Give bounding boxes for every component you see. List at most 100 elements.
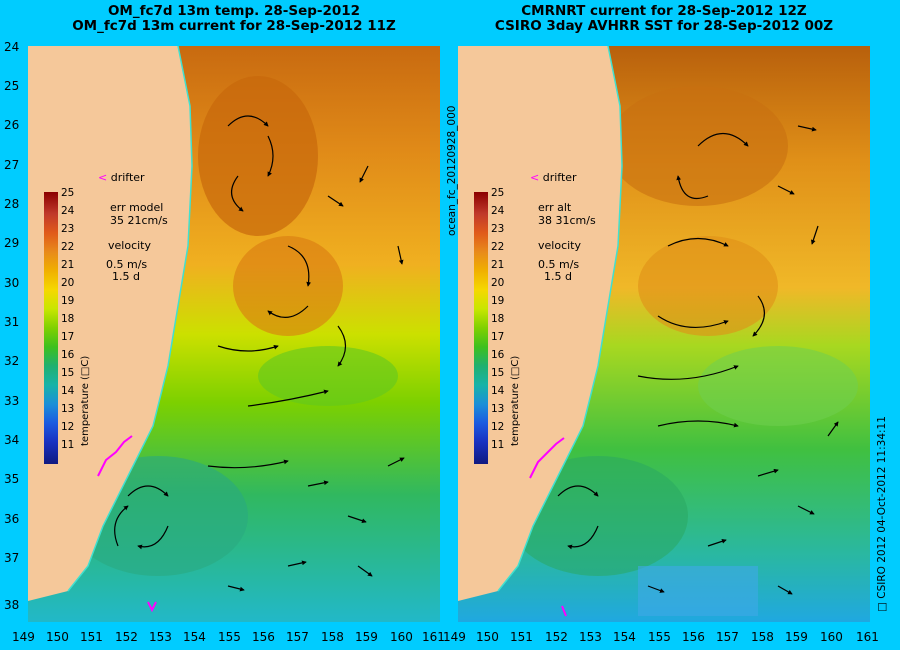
y-tick-label: 35 [4, 472, 20, 486]
right-title-line1: CMRNRT current for 28-Sep-2012 12Z [521, 3, 807, 19]
y-tick-label: 38 [4, 598, 20, 612]
right-drifter-label: drifter [542, 171, 577, 184]
cbar-tick: 21 [61, 259, 75, 271]
cbar-tick: 22 [491, 241, 505, 253]
cbar-tick: 20 [491, 277, 505, 289]
y-tick-label: 26 [4, 118, 20, 132]
right-map-svg [458, 46, 870, 622]
cbar-tick: 13 [61, 403, 75, 415]
left-err-line1: err model [110, 201, 164, 214]
x-tick-label: 150 [46, 630, 69, 644]
left-drifter-label: drifter [110, 171, 145, 184]
x-tick-label: 149 [12, 630, 35, 644]
y-tick-label: 30 [4, 276, 20, 290]
right-warm-eddy-2 [638, 236, 778, 336]
cbar-tick: 17 [61, 331, 75, 343]
cbar-tick: 19 [491, 295, 505, 307]
x-tick-label: 153 [149, 630, 172, 644]
x-tick-label: 152 [115, 630, 138, 644]
cbar-tick: 11 [491, 439, 505, 451]
x-tick-label: 160 [820, 630, 843, 644]
cbar-tick: 17 [491, 331, 505, 343]
left-map-svg [28, 46, 440, 622]
left-cool-band [258, 346, 398, 406]
right-drifter-marker [561, 605, 567, 617]
drifter-arrow-icon: < [98, 171, 108, 184]
cbar-tick: 19 [61, 295, 75, 307]
right-drifter-legend: < drifter [530, 171, 577, 184]
x-tick-label: 154 [183, 630, 206, 644]
x-tick-label: 152 [545, 630, 568, 644]
right-velocity-scale1: 0.5 m/s [538, 258, 580, 271]
right-title: CMRNRT current for 28-Sep-2012 12Z CSIRO… [458, 4, 870, 34]
x-tick-label: 151 [510, 630, 533, 644]
cbar-tick: 18 [61, 313, 75, 325]
right-err-line2: 38 31cm/s [538, 214, 596, 227]
x-tick-label: 151 [80, 630, 103, 644]
y-tick-label: 25 [4, 79, 20, 93]
right-cloud-patch [638, 566, 758, 616]
right-velocity-label: velocity [538, 239, 581, 252]
left-map-panel[interactable]: < drifter err model 35 21cm/s velocity 0… [28, 46, 440, 622]
x-tick-label: 159 [355, 630, 378, 644]
right-cool-band [698, 346, 858, 426]
cbar-tick: 16 [491, 349, 505, 361]
left-colorbar [44, 192, 58, 464]
cbar-tick: 15 [491, 367, 505, 379]
left-drifter-track [97, 435, 133, 477]
right-coastline [497, 46, 623, 592]
drifter-arrow-icon: < [530, 171, 540, 184]
cbar-tick: 14 [61, 385, 75, 397]
x-tick-label: 154 [613, 630, 636, 644]
x-tick-label: 156 [682, 630, 705, 644]
left-velocity-scale1: 0.5 m/s [106, 258, 148, 271]
cbar-tick: 18 [491, 313, 505, 325]
left-title-line2: OM_fc7d 13m current for 28-Sep-2012 11Z [72, 18, 396, 34]
x-tick-label: 150 [476, 630, 499, 644]
left-land [28, 46, 192, 601]
cbar-tick: 22 [61, 241, 75, 253]
y-tick-label: 24 [4, 40, 20, 54]
right-colorbar-title: temperature (□C) [510, 355, 521, 446]
right-colorbar [474, 192, 488, 464]
right-drifter-track [529, 437, 565, 479]
y-tick-label: 33 [4, 394, 20, 408]
x-tick-label: 149 [443, 630, 466, 644]
y-tick-label: 27 [4, 158, 20, 172]
right-err-line1: err alt [538, 201, 572, 214]
credit-label: □ CSIRO 2012 04-Oct-2012 11:34:11 [876, 416, 888, 612]
y-tick-label: 34 [4, 433, 20, 447]
y-tick-label: 31 [4, 315, 20, 329]
cbar-tick: 12 [61, 421, 75, 433]
x-tick-label: 158 [751, 630, 774, 644]
x-tick-label: 155 [648, 630, 671, 644]
y-tick-label: 37 [4, 551, 20, 565]
cbar-tick: 11 [61, 439, 75, 451]
cbar-tick: 15 [61, 367, 75, 379]
left-current-arrows [114, 115, 405, 592]
cbar-tick: 25 [61, 187, 75, 199]
x-tick-label: 158 [321, 630, 344, 644]
left-colorbar-title: temperature (□C) [80, 355, 91, 446]
right-map-panel[interactable]: < drifter err alt 38 31cm/s velocity 0.5… [458, 46, 870, 622]
cbar-tick: 12 [491, 421, 505, 433]
cbar-tick: 14 [491, 385, 505, 397]
left-title-line1: OM_fc7d 13m temp. 28-Sep-2012 [107, 3, 361, 19]
x-tick-label: 161 [856, 630, 879, 644]
cbar-tick: 23 [491, 223, 505, 235]
x-tick-label: 153 [579, 630, 602, 644]
cbar-tick: 21 [491, 259, 505, 271]
y-tick-label: 36 [4, 512, 20, 526]
left-warm-eddy [198, 76, 318, 236]
left-title: OM_fc7d 13m temp. 28-Sep-2012 OM_fc7d 13… [28, 4, 440, 34]
left-drifter-marker [147, 601, 157, 613]
y-tick-label: 32 [4, 354, 20, 368]
y-tick-label: 29 [4, 236, 20, 250]
right-land [458, 46, 622, 601]
cbar-tick: 16 [61, 349, 75, 361]
y-tick-label: 28 [4, 197, 20, 211]
cbar-tick: 24 [491, 205, 505, 217]
x-tick-label: 157 [286, 630, 309, 644]
x-tick-label: 160 [390, 630, 413, 644]
left-velocity-label: velocity [108, 239, 151, 252]
